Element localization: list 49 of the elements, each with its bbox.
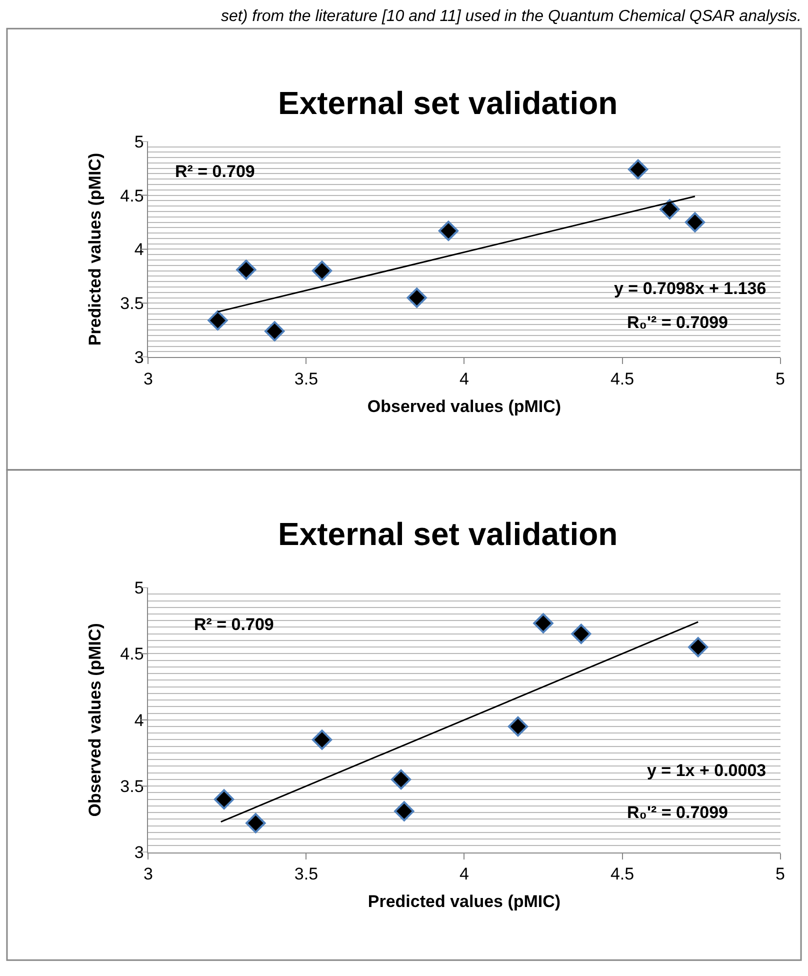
point (236, 260, 256, 280)
x-axis-title: Observed values (pMIC) (367, 396, 562, 416)
point (628, 159, 648, 180)
point (660, 199, 680, 220)
x-tick-label: 4.5 (610, 369, 634, 388)
point (312, 730, 332, 750)
point (533, 613, 554, 634)
y-tick-label: 5 (134, 578, 144, 598)
point (394, 801, 414, 822)
point (208, 310, 228, 331)
text: set) from the literature [10 and 11] used in the Quantum Chemical QSAR analysis. (221, 8, 802, 25)
point (312, 260, 332, 281)
point (688, 636, 708, 658)
y-tick-label: 5 (134, 132, 144, 152)
y-tick-label: 3 (134, 843, 144, 862)
point (438, 220, 459, 241)
point (246, 813, 266, 834)
chart-title: External set validation (278, 516, 618, 552)
point (508, 716, 528, 737)
y-axis-title: Observed values (pMIC) (86, 623, 105, 817)
x-axis-title: Predicted values (pMIC) (368, 892, 561, 912)
annotation: R² = 0.709 (175, 162, 255, 181)
y-tick-label: 4 (134, 240, 144, 260)
y-tick-label: 4.5 (120, 644, 144, 664)
x-tick-label: 3.5 (294, 864, 318, 884)
annotation: y = 1x + 0.0003 (647, 761, 766, 780)
point (390, 769, 412, 790)
y-tick-label: 4 (134, 710, 144, 730)
x-tick-label: 4 (460, 369, 469, 388)
y-tick-label: 3.5 (120, 294, 144, 314)
point (264, 321, 285, 342)
y-tick-label: 4.5 (120, 186, 144, 206)
annotation: y = 0.7098x + 1.136 (614, 279, 766, 298)
y-tick-label: 3.5 (120, 777, 144, 796)
x-tick-label: 5 (776, 369, 786, 388)
point (214, 789, 234, 810)
x-tick-label: 4.5 (610, 864, 634, 884)
point (406, 288, 427, 308)
annotation: R₀'² = 0.7099 (627, 803, 728, 822)
annotation: R₀'² = 0.7099 (627, 313, 728, 332)
x-tick-label: 5 (776, 864, 786, 884)
point (571, 624, 592, 644)
y-axis-title: Predicted values (pMIC) (86, 152, 105, 346)
y-tick-label: 3 (134, 348, 144, 368)
x-tick-label: 4 (460, 864, 469, 884)
point (684, 212, 706, 232)
annotation: R² = 0.709 (194, 615, 274, 634)
x-tick-label: 3.5 (294, 369, 318, 388)
chart-title: External set validation (278, 85, 618, 121)
